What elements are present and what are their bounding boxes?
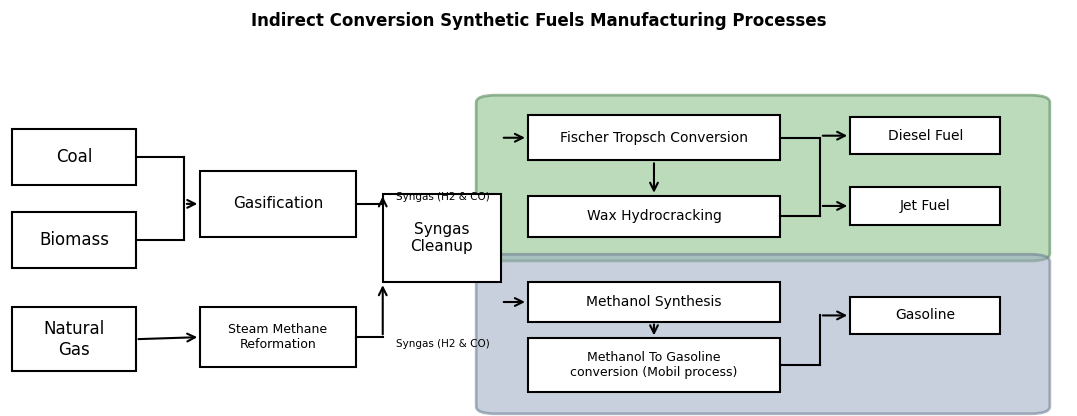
Text: Diesel Fuel: Diesel Fuel (887, 129, 963, 143)
Text: Indirect Conversion Synthetic Fuels Manufacturing Processes: Indirect Conversion Synthetic Fuels Manu… (251, 12, 826, 30)
FancyBboxPatch shape (382, 193, 501, 282)
FancyBboxPatch shape (12, 129, 136, 185)
Text: Natural
Gas: Natural Gas (43, 320, 104, 359)
FancyBboxPatch shape (528, 338, 780, 392)
FancyBboxPatch shape (528, 115, 780, 161)
FancyBboxPatch shape (12, 307, 136, 371)
Text: Biomass: Biomass (39, 231, 109, 249)
Text: Steam Methane
Reformation: Steam Methane Reformation (228, 323, 327, 351)
FancyBboxPatch shape (850, 117, 1001, 154)
FancyBboxPatch shape (200, 307, 355, 367)
Text: Syngas (H2 & CO): Syngas (H2 & CO) (395, 192, 489, 202)
Text: Gasoline: Gasoline (895, 308, 955, 322)
FancyBboxPatch shape (200, 171, 355, 237)
FancyBboxPatch shape (476, 254, 1050, 414)
Text: Methanol To Gasoline
conversion (Mobil process): Methanol To Gasoline conversion (Mobil p… (571, 351, 738, 379)
Text: Syngas (H2 & CO): Syngas (H2 & CO) (395, 339, 489, 349)
Text: Jet Fuel: Jet Fuel (900, 199, 951, 213)
FancyBboxPatch shape (850, 297, 1001, 334)
FancyBboxPatch shape (528, 282, 780, 322)
FancyBboxPatch shape (850, 187, 1001, 225)
Text: Coal: Coal (56, 149, 93, 166)
Text: Fischer Tropsch Conversion: Fischer Tropsch Conversion (560, 131, 749, 145)
Text: Wax Hydrocracking: Wax Hydrocracking (587, 209, 722, 223)
Text: Syngas
Cleanup: Syngas Cleanup (410, 222, 473, 254)
FancyBboxPatch shape (12, 212, 136, 268)
FancyBboxPatch shape (476, 95, 1050, 261)
Text: Gasification: Gasification (233, 196, 323, 211)
FancyBboxPatch shape (528, 196, 780, 237)
Text: Methanol Synthesis: Methanol Synthesis (586, 295, 722, 309)
